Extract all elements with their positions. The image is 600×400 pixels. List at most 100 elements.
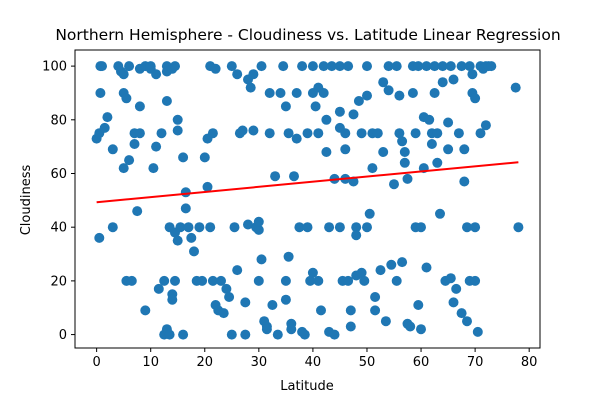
data-point: [413, 300, 424, 310]
data-point: [124, 61, 135, 72]
data-point: [226, 61, 237, 72]
data-point: [291, 88, 302, 98]
data-point: [253, 224, 264, 235]
data-point: [475, 128, 486, 139]
data-point: [470, 275, 481, 286]
data-point: [445, 273, 456, 284]
data-point: [340, 128, 351, 139]
data-point: [370, 292, 381, 302]
data-point: [389, 179, 399, 190]
data-point: [126, 275, 137, 286]
data-point: [405, 321, 416, 332]
data-point: [356, 128, 367, 139]
data-point: [248, 69, 259, 80]
data-point: [240, 297, 251, 308]
data-point: [159, 275, 170, 286]
x-tick-label: 20: [196, 355, 213, 370]
data-point: [199, 152, 210, 163]
y-axis-ticks: 0 20 40 60 80 100: [42, 60, 75, 343]
data-point: [407, 88, 418, 98]
data-point: [367, 163, 378, 174]
data-point: [164, 329, 175, 340]
data-point: [172, 235, 183, 246]
data-point: [456, 61, 467, 72]
data-point: [102, 112, 113, 123]
data-point: [283, 251, 294, 262]
data-point: [429, 61, 440, 72]
data-point: [264, 88, 275, 98]
data-point: [362, 61, 372, 72]
data-point: [399, 157, 410, 168]
data-point: [351, 222, 362, 233]
data-point: [286, 324, 297, 335]
data-point: [324, 222, 335, 233]
regression-line-group: [96, 161, 519, 204]
data-point: [448, 297, 459, 308]
data-point: [253, 216, 264, 227]
data-point: [261, 324, 272, 335]
chart-title: Northern Hemisphere - Cloudiness vs. Lat…: [55, 26, 560, 44]
data-point: [383, 85, 394, 96]
data-point: [426, 139, 437, 149]
data-point: [432, 157, 443, 168]
data-point: [289, 171, 299, 182]
data-point: [402, 173, 413, 184]
data-point: [253, 275, 264, 286]
data-point: [334, 106, 345, 117]
x-tick-label: 0: [92, 355, 100, 370]
data-point: [326, 61, 337, 72]
data-point: [462, 222, 472, 233]
data-point: [226, 329, 237, 340]
data-point: [345, 305, 356, 316]
data-point: [378, 147, 389, 157]
data-point: [118, 163, 129, 174]
x-axis-ticks: 0 10 20 30 40 50 60 70 80: [92, 348, 537, 370]
data-point: [237, 125, 248, 136]
data-point: [513, 222, 524, 233]
data-point: [310, 101, 321, 112]
data-point: [391, 275, 402, 286]
data-point: [364, 208, 375, 219]
data-point: [424, 114, 435, 125]
data-point: [343, 275, 354, 286]
data-point: [429, 88, 440, 98]
data-point: [318, 88, 329, 98]
data-point: [172, 125, 183, 136]
data-point: [99, 122, 110, 133]
data-point: [299, 329, 310, 340]
data-point: [183, 222, 194, 233]
data-point: [140, 305, 151, 316]
data-point: [313, 128, 324, 139]
data-point: [456, 308, 467, 319]
x-tick-label: 50: [359, 355, 376, 370]
data-point: [180, 203, 191, 214]
data-point: [94, 232, 105, 243]
data-point: [348, 109, 359, 120]
data-point: [383, 61, 394, 72]
data-point: [207, 275, 218, 286]
data-point: [397, 136, 408, 147]
x-tick-label: 10: [142, 355, 159, 370]
data-point: [118, 69, 129, 80]
data-point: [334, 222, 345, 233]
data-point: [362, 90, 372, 101]
data-point: [443, 117, 454, 128]
y-tick-label: 40: [50, 221, 67, 236]
data-point: [107, 222, 118, 233]
data-point: [459, 144, 470, 155]
data-point: [480, 120, 491, 131]
plot-frame: [74, 49, 541, 349]
data-point: [197, 275, 208, 286]
data-point: [462, 316, 472, 327]
data-point: [321, 114, 332, 125]
data-point: [467, 69, 478, 80]
x-axis-label: Latitude: [280, 379, 334, 394]
data-point: [218, 308, 229, 319]
data-point: [399, 147, 410, 157]
data-point: [283, 128, 294, 139]
data-point: [221, 283, 232, 294]
x-tick-label: 80: [521, 355, 538, 370]
data-point: [240, 329, 251, 340]
data-point: [297, 61, 308, 72]
data-point: [161, 96, 172, 106]
